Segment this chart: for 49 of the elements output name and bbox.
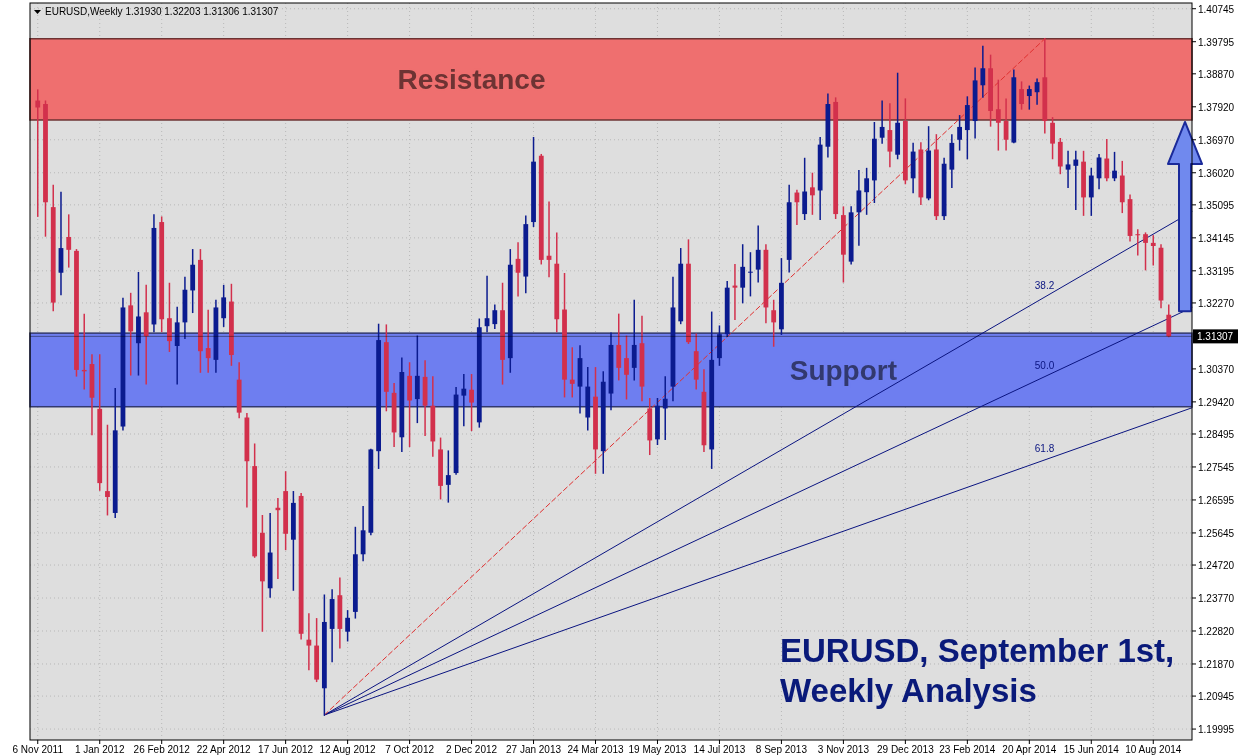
y-tick-label: 1.26595 (1198, 494, 1235, 506)
x-tick-label: 14 Jul 2013 (693, 744, 746, 755)
x-tick-label: 6 Nov 2011 (12, 744, 64, 755)
y-tick-label: 1.35095 (1198, 199, 1235, 211)
x-tick-label: 26 Feb 2012 (133, 744, 191, 755)
y-tick-label: 1.37920 (1198, 101, 1235, 113)
chart-subtitle: EURUSD,Weekly 1.31930 1.32203 1.31306 1.31307 (45, 6, 279, 17)
x-tick-label: 3 Nov 2013 (817, 744, 870, 755)
series-label: 38.2 (1034, 280, 1055, 292)
y-tick-label: 1.25645 (1198, 527, 1235, 539)
y-tick-label: 1.39795 (1198, 36, 1235, 48)
x-tick-label: 7 Oct 2012 (385, 744, 435, 755)
x-tick-label: 8 Sep 2013 (755, 744, 808, 755)
y-tick-label: 1.33195 (1198, 265, 1235, 277)
y-tick-label: 1.29420 (1198, 396, 1235, 408)
y-tick-label: 1.23770 (1198, 593, 1235, 605)
x-tick-label: 27 Jan 2013 (506, 744, 562, 755)
y-tick-label: 1.36020 (1198, 167, 1235, 179)
x-tick-label: 24 Mar 2013 (567, 744, 625, 755)
y-tick-label: 1.32270 (1198, 297, 1235, 309)
text: EURUSD, September 1st, Weekly Analysis (780, 632, 1175, 709)
x-tick-label: 19 May 2013 (628, 744, 687, 755)
x-tick-label: 17 Jun 2012 (258, 744, 314, 755)
y-tick-label: 1.20945 (1198, 691, 1235, 703)
y-tick-label: 1.34145 (1198, 232, 1235, 244)
y-tick-label: 1.40745 (1198, 3, 1235, 15)
x-tick-label: 2 Dec 2012 (445, 744, 498, 755)
y-tick-label: 1.21870 (1198, 658, 1235, 670)
x-tick-label: 15 Jun 2014 (1063, 744, 1120, 755)
series-label: 50.0 (1034, 359, 1055, 371)
x-tick-label: 12 Aug 2012 (319, 744, 377, 755)
band-label: Resistance (397, 64, 546, 96)
x-tick-label: 29 Dec 2013 (877, 744, 935, 755)
x-tick-label: 23 Feb 2014 (939, 744, 996, 755)
ref-line-label: 1.31307 (1197, 331, 1234, 343)
band-label: Support (789, 354, 898, 386)
y-tick-label: 1.19995 (1198, 724, 1235, 736)
y-tick-label: 1.28495 (1198, 428, 1235, 440)
y-tick-label: 1.30370 (1198, 363, 1235, 375)
x-tick-label: 20 Apr 2014 (1002, 744, 1057, 755)
x-tick-label: 10 Aug 2014 (1125, 744, 1182, 755)
y-tick-label: 1.38870 (1198, 68, 1235, 80)
y-tick-label: 1.27545 (1198, 461, 1235, 473)
y-tick-label: 1.36970 (1198, 134, 1235, 146)
y-tick-label: 1.24720 (1198, 560, 1235, 572)
series-label: 61.8 (1034, 443, 1055, 455)
x-tick-label: 1 Jan 2012 (74, 744, 125, 755)
y-tick-label: 1.22820 (1198, 625, 1235, 637)
x-tick-label: 22 Apr 2012 (196, 744, 252, 755)
